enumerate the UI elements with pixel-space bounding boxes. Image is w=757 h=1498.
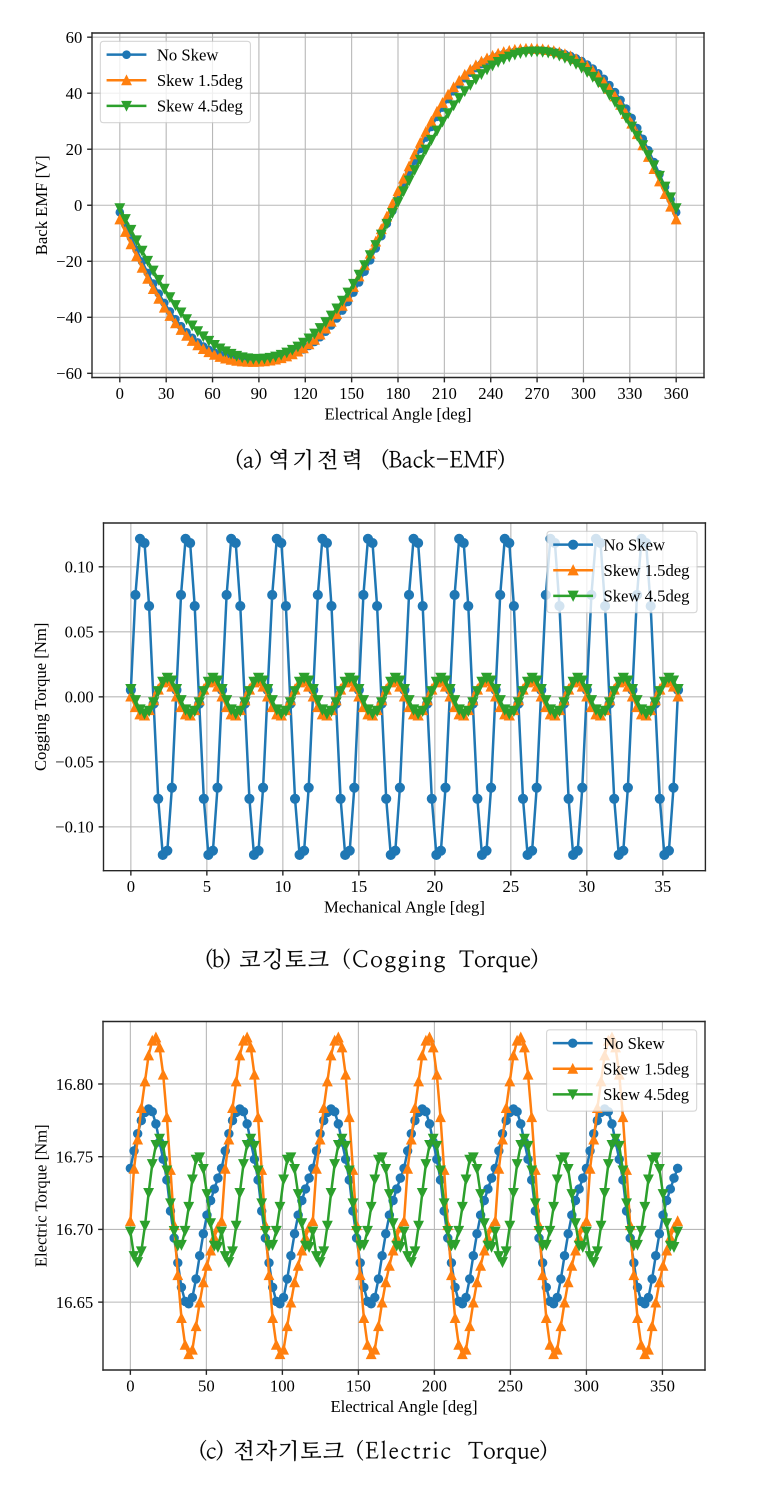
svg-text:60: 60 xyxy=(204,384,221,403)
svg-text:−20: −20 xyxy=(56,252,82,271)
svg-text:Skew 4.5deg: Skew 4.5deg xyxy=(603,1085,690,1104)
svg-text:0: 0 xyxy=(116,384,124,403)
svg-text:350: 350 xyxy=(650,1376,675,1395)
svg-text:150: 150 xyxy=(346,1376,371,1395)
svg-text:150: 150 xyxy=(339,384,364,403)
svg-text:Electrical Angle [deg]: Electrical Angle [deg] xyxy=(324,404,471,423)
svg-text:Cogging Torque [Nm]: Cogging Torque [Nm] xyxy=(31,623,50,771)
svg-text:Skew 1.5deg: Skew 1.5deg xyxy=(157,71,244,90)
svg-text:No Skew: No Skew xyxy=(603,536,665,555)
svg-text:10: 10 xyxy=(275,877,292,896)
svg-text:90: 90 xyxy=(251,384,268,403)
svg-text:20: 20 xyxy=(427,877,444,896)
svg-text:210: 210 xyxy=(432,384,457,403)
svg-text:30: 30 xyxy=(158,384,175,403)
svg-text:20: 20 xyxy=(66,140,83,159)
svg-text:360: 360 xyxy=(664,384,689,403)
svg-text:Back EMF [V]: Back EMF [V] xyxy=(32,155,51,255)
svg-text:0.00: 0.00 xyxy=(65,688,94,707)
svg-text:16.80: 16.80 xyxy=(56,1075,93,1094)
svg-text:Skew 1.5deg: Skew 1.5deg xyxy=(603,561,690,580)
svg-text:270: 270 xyxy=(525,384,550,403)
svg-text:60: 60 xyxy=(66,28,83,47)
svg-text:No Skew: No Skew xyxy=(603,1034,665,1053)
svg-text:100: 100 xyxy=(270,1376,295,1395)
svg-text:Skew 4.5deg: Skew 4.5deg xyxy=(157,97,244,116)
svg-text:16.70: 16.70 xyxy=(56,1220,93,1239)
svg-text:−0.05: −0.05 xyxy=(55,753,94,772)
svg-text:Skew 1.5deg: Skew 1.5deg xyxy=(603,1060,690,1079)
svg-text:16.75: 16.75 xyxy=(56,1147,93,1166)
svg-text:250: 250 xyxy=(498,1376,523,1395)
svg-text:300: 300 xyxy=(571,384,596,403)
svg-text:−0.10: −0.10 xyxy=(55,818,94,837)
svg-text:300: 300 xyxy=(574,1376,599,1395)
svg-text:180: 180 xyxy=(386,384,411,403)
svg-text:0: 0 xyxy=(74,196,82,215)
svg-text:50: 50 xyxy=(198,1376,215,1395)
svg-text:No Skew: No Skew xyxy=(157,46,219,65)
svg-text:Electrical Angle [deg]: Electrical Angle [deg] xyxy=(330,1397,477,1416)
svg-text:−60: −60 xyxy=(56,364,82,383)
svg-text:5: 5 xyxy=(203,877,211,896)
svg-text:30: 30 xyxy=(579,877,596,896)
svg-text:Electric Torque [Nm]: Electric Torque [Nm] xyxy=(32,1124,51,1267)
svg-text:−40: −40 xyxy=(56,308,82,327)
svg-text:240: 240 xyxy=(478,384,503,403)
svg-text:200: 200 xyxy=(422,1376,447,1395)
svg-text:0: 0 xyxy=(126,1376,134,1395)
svg-text:0: 0 xyxy=(127,877,135,896)
svg-text:Mechanical Angle [deg]: Mechanical Angle [deg] xyxy=(324,898,485,917)
svg-text:16.65: 16.65 xyxy=(56,1293,93,1312)
svg-text:120: 120 xyxy=(293,384,318,403)
svg-text:35: 35 xyxy=(655,877,672,896)
svg-text:15: 15 xyxy=(351,877,368,896)
svg-text:25: 25 xyxy=(503,877,520,896)
svg-text:330: 330 xyxy=(617,384,642,403)
svg-text:Skew 4.5deg: Skew 4.5deg xyxy=(603,587,690,606)
svg-text:0.05: 0.05 xyxy=(65,623,94,642)
svg-text:0.10: 0.10 xyxy=(65,558,94,577)
svg-text:40: 40 xyxy=(66,84,83,103)
